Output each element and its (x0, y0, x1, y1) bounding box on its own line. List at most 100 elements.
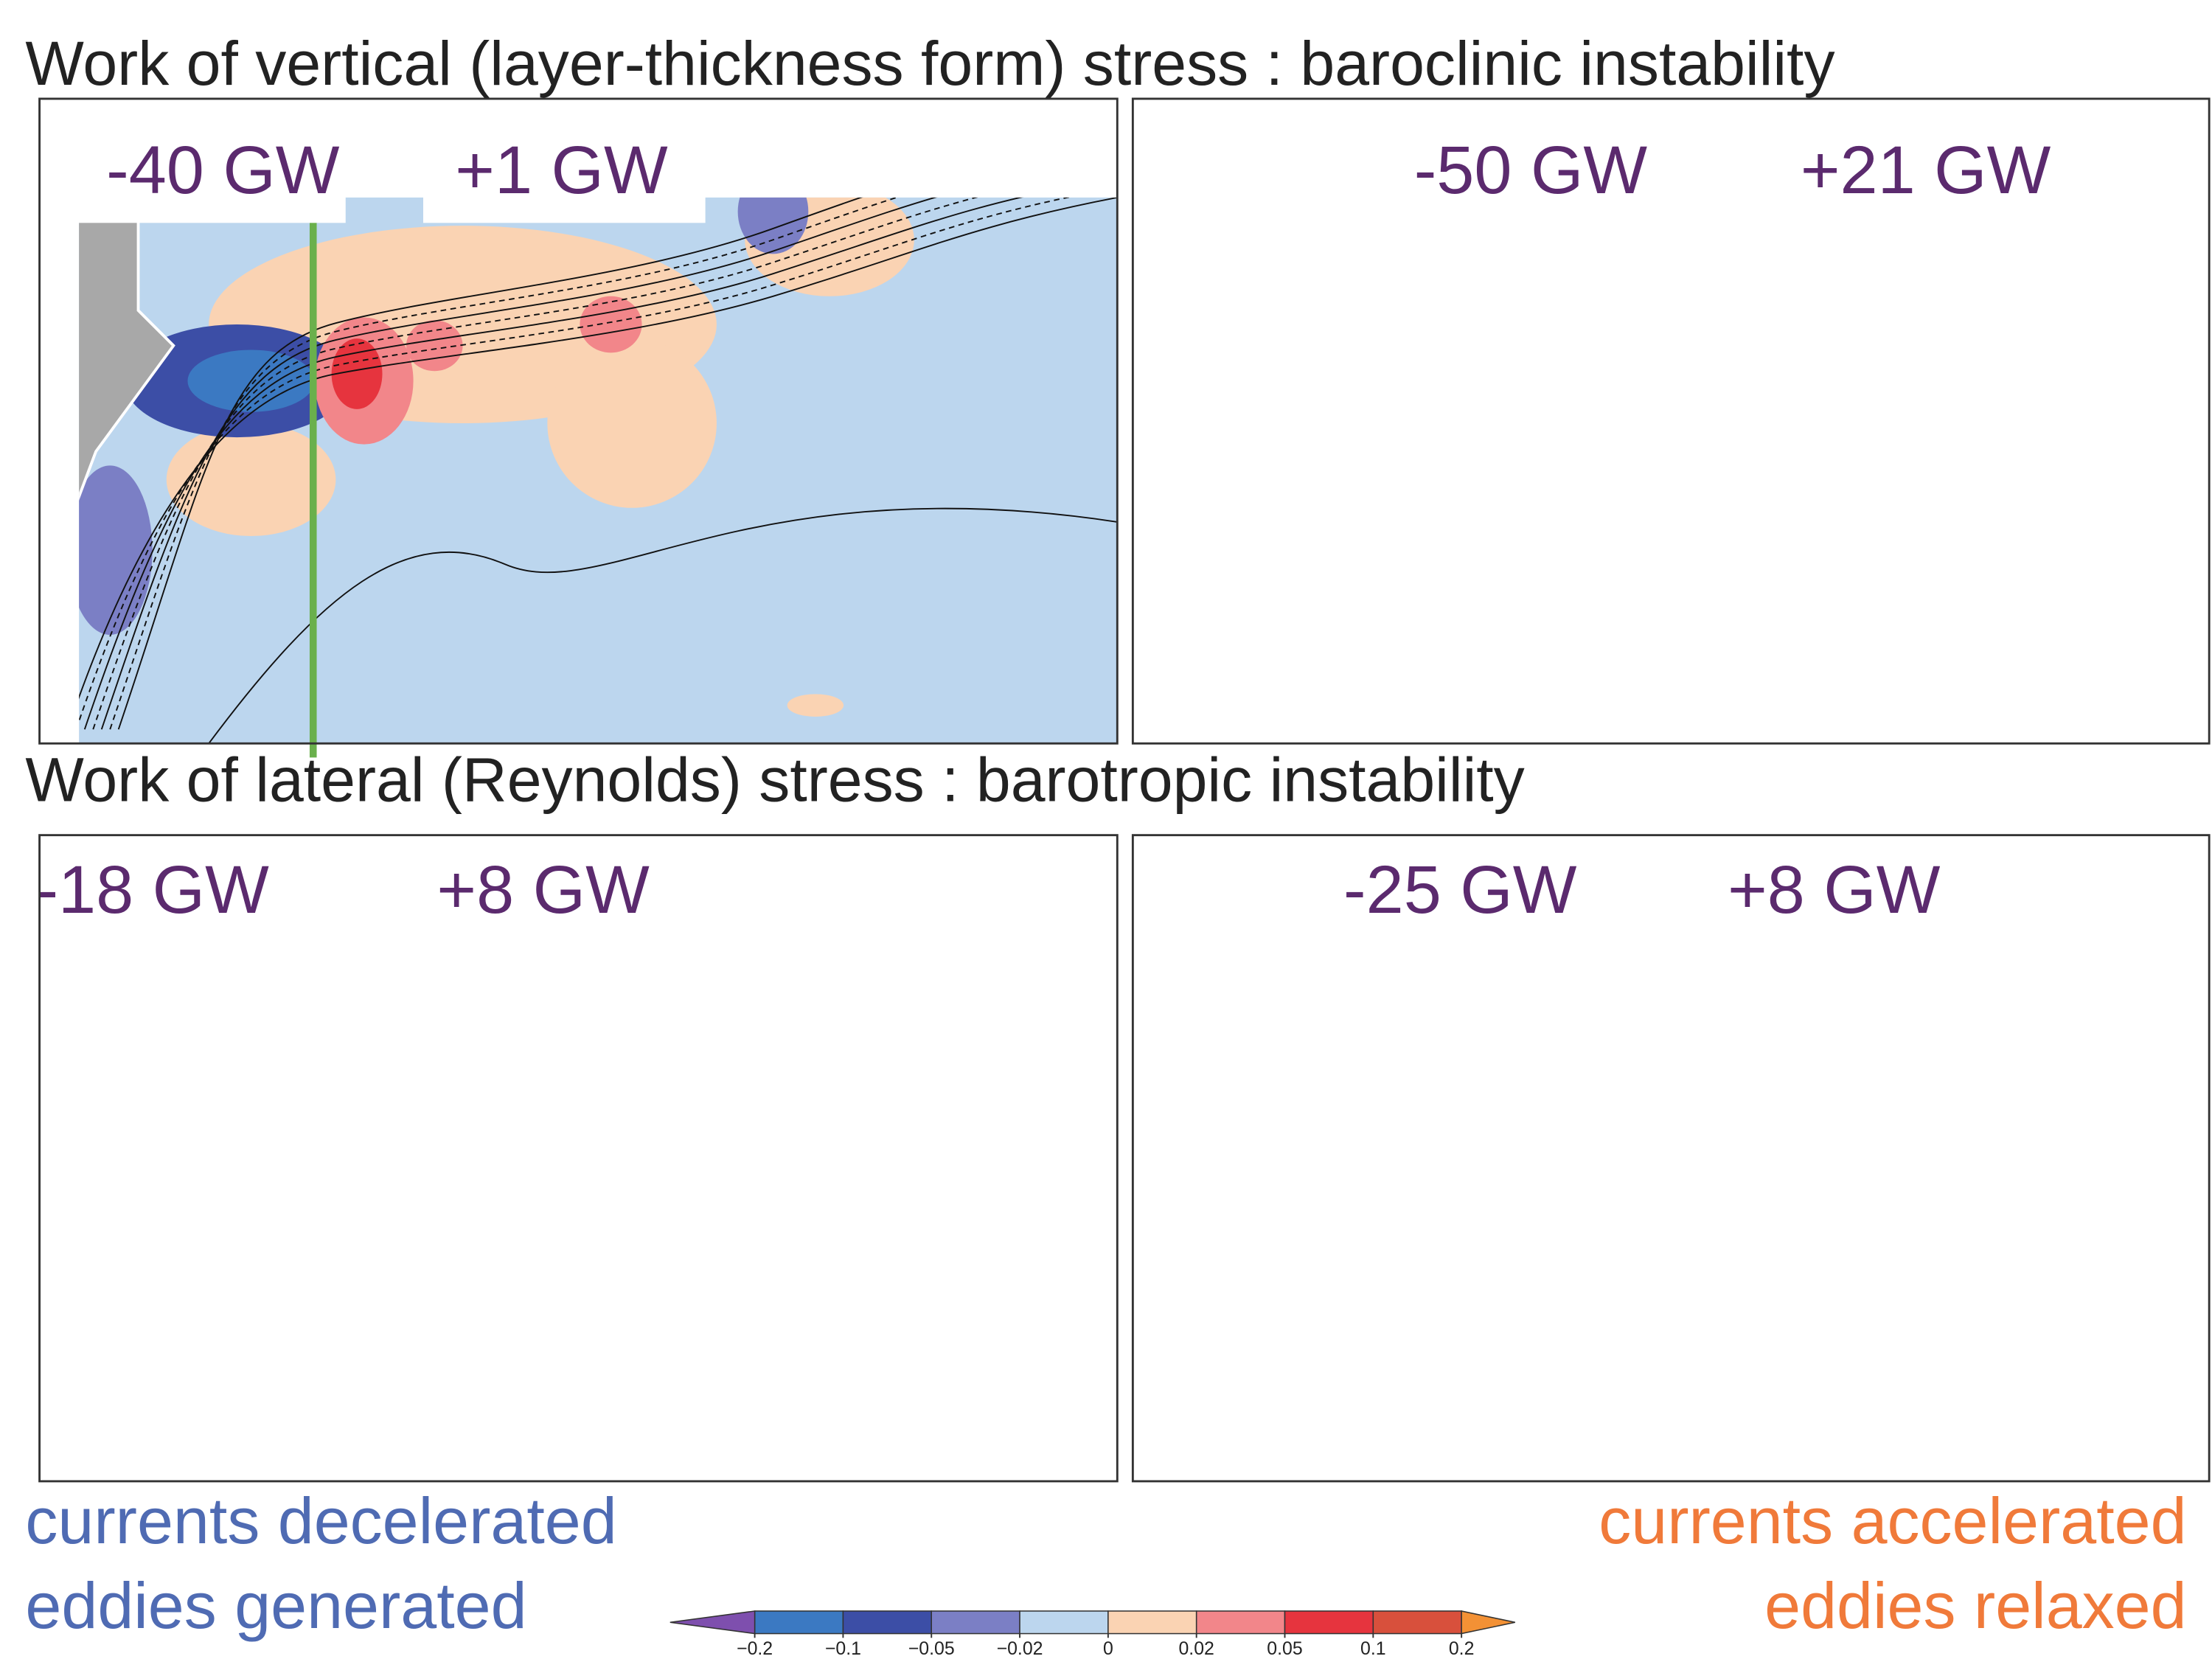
panel-label: -18 GW (35, 852, 269, 928)
anomaly (1288, 437, 1486, 578)
contour (1302, 1245, 2209, 1481)
contour (119, 874, 1118, 1467)
anomaly (79, 465, 153, 635)
land (1133, 212, 1189, 743)
land (1133, 835, 1245, 1357)
anomaly (580, 296, 642, 353)
maps (68, 99, 2212, 1541)
caption: eddies generated (25, 1569, 526, 1642)
label-box (1770, 113, 2088, 223)
colorbar-tick-label: 0.1 (1360, 1638, 1386, 1659)
colorbar-tick-label: 0.02 (1178, 1638, 1214, 1659)
panel-label: +1 GW (455, 133, 668, 208)
contour (1186, 168, 2209, 729)
contour (209, 1245, 1117, 1481)
anomaly (1203, 536, 1627, 706)
colorbar-bin (1195, 1610, 1286, 1635)
anomaly (1330, 473, 1429, 543)
contour (1161, 934, 2210, 1467)
anomaly (1387, 1004, 1725, 1230)
colorbar-tick-label: 0 (1103, 1638, 1113, 1659)
contour (79, 197, 1071, 724)
anomaly (1352, 1174, 1422, 1259)
panel-label: -25 GW (1343, 852, 1577, 928)
panel-label: +8 GW (437, 852, 650, 928)
anomaly (1739, 275, 1852, 374)
contour (110, 885, 1117, 1467)
anomaly (139, 934, 1070, 1442)
anomaly (187, 1148, 272, 1199)
panel-label: -40 GW (106, 133, 340, 208)
label-box (422, 113, 706, 223)
colorbar-tick-label: 0.05 (1267, 1638, 1302, 1659)
anomaly (1951, 332, 2036, 403)
contour (208, 507, 1118, 744)
anomaly (2113, 338, 2184, 395)
contour (68, 934, 1117, 1467)
colorbar-over (1461, 1610, 1516, 1635)
contour (92, 197, 978, 730)
anomaly (1697, 282, 1923, 452)
anomaly (124, 1138, 293, 1237)
anomaly (1464, 366, 1535, 479)
colorbar-bin (1284, 1610, 1374, 1635)
bottom-title: Work of lateral (Reynolds) stress : baro… (25, 745, 1524, 815)
top-title: Work of vertical (layer-thickness form) … (25, 29, 1834, 98)
land (307, 835, 392, 899)
panel-frame (38, 97, 1119, 745)
anomaly (1245, 465, 1358, 550)
colorbar-under (669, 1610, 756, 1635)
anomaly (244, 1054, 329, 1124)
contour (1203, 148, 2209, 729)
anomaly (860, 99, 911, 141)
contour (1178, 914, 2210, 1467)
contour (85, 914, 1118, 1467)
panel-frame (38, 834, 1119, 1483)
ocean (1133, 835, 2209, 1481)
contour (1169, 187, 2209, 729)
contour (100, 197, 937, 730)
anomaly (202, 1040, 372, 1194)
panel-label: +8 GW (1728, 852, 1941, 928)
land (79, 197, 175, 501)
contour (1211, 874, 2209, 1467)
contour (1195, 158, 2210, 729)
land (1344, 948, 1647, 1231)
colorbar-bin (1372, 1610, 1462, 1635)
map-panel (1133, 835, 2212, 1541)
label-box (1309, 832, 1609, 943)
anomaly (1338, 1152, 1464, 1307)
label-box (39, 113, 346, 223)
colorbar: −0.2 −0.1 −0.05 −0.02 0 0.02 0.05 0.1 0.2 (669, 1610, 1516, 1659)
anomaly (331, 338, 383, 409)
map-panel (79, 99, 1118, 758)
anomaly (1443, 1166, 1556, 1279)
caption: eddies relaxed (1764, 1569, 2186, 1642)
panel-label: -50 GW (1414, 133, 1648, 208)
contour (1203, 885, 2209, 1467)
colorbar-tick-label: −0.02 (997, 1638, 1043, 1659)
label-box (408, 832, 692, 943)
label-box (0, 832, 304, 943)
land (1242, 212, 1397, 402)
colorbar-tick-label: −0.2 (737, 1638, 773, 1659)
label-box (1692, 832, 1975, 943)
anomaly (1549, 247, 1704, 402)
anomaly (1627, 976, 2212, 1540)
anomaly (1140, 1399, 1182, 1456)
colorbar-tick-label: 0.2 (1449, 1638, 1475, 1659)
anomaly (737, 197, 809, 254)
colorbar-bin (842, 1610, 932, 1635)
anomaly (1599, 282, 1683, 367)
anomaly (547, 338, 717, 508)
label-box (1382, 113, 1679, 223)
caption: currents accelerated (1599, 1484, 2186, 1557)
contour (117, 197, 863, 730)
contour (1161, 198, 2210, 729)
contour (1186, 904, 2209, 1467)
contour (1302, 509, 2209, 744)
colorbar-bin (754, 1610, 844, 1635)
panel-label: +21 GW (1801, 133, 2051, 208)
contour (102, 894, 1118, 1467)
land (1330, 184, 1669, 480)
